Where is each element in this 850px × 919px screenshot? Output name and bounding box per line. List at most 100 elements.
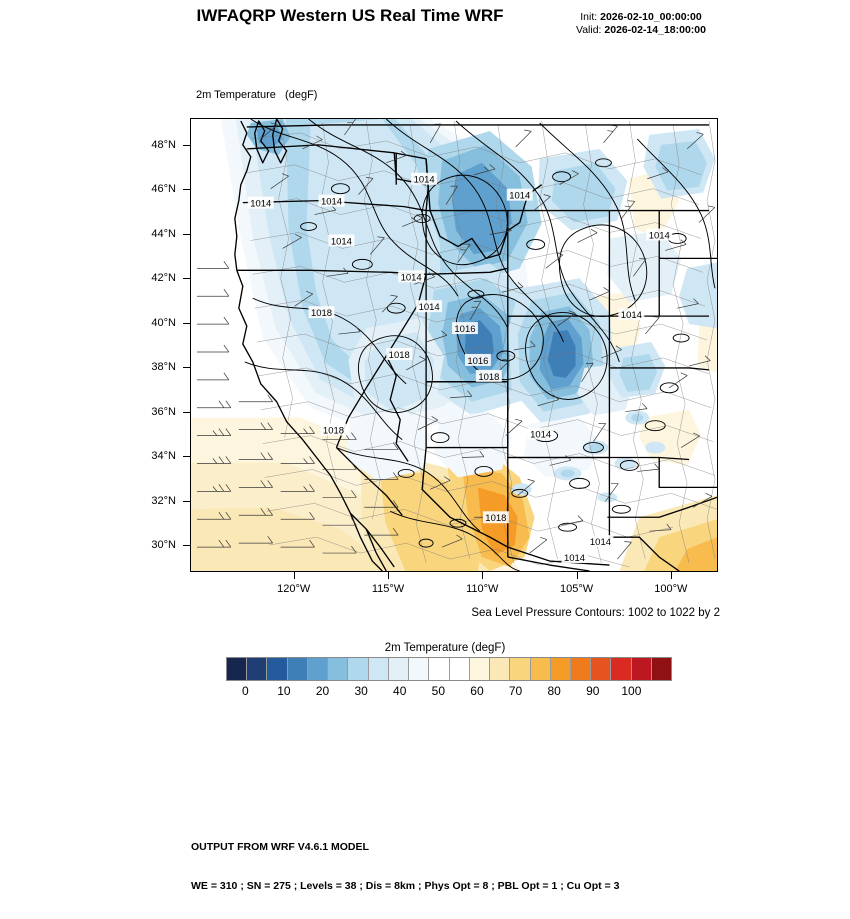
lon-label: 115°W [371,583,405,595]
contour-label: 1018 [482,511,509,524]
colorbar-segment [267,658,288,680]
lat-label: 36°N [151,405,176,418]
svg-text:1018: 1018 [323,426,344,437]
lat-tick [183,144,190,146]
colorbar-segment [591,658,612,680]
county-boundaries [246,120,717,568]
colorbar-segment [307,658,329,680]
svg-text:1014: 1014 [621,310,642,321]
colorbar-segment [429,658,450,680]
colorbar-tick-label: 40 [393,684,407,698]
colorbar-segment [651,658,672,680]
colorbar-segment [570,658,592,680]
lat-label: 42°N [151,272,176,285]
contour-label: 1014 [247,196,274,210]
lat-tick [183,500,190,502]
colorbar-segment [510,658,531,680]
colorbar-segment [631,658,652,680]
colorbar-tick-label: 30 [354,684,368,698]
field-temperature: 2m Temperature (degF) [196,89,318,102]
init-value: 2026-02-10_00:00:00 [600,11,702,23]
contour-label: 1014 [561,551,588,564]
lat-tick [183,278,190,280]
lon-label: 105°W [559,583,594,595]
svg-text:1014: 1014 [649,230,670,241]
contour-label: 1018 [386,347,413,361]
init-line: Init: 2026-02-10_00:00:00 [556,11,726,24]
map-canvas: 1014 1014 1014 1014 1014 1014 1014 1014 … [191,119,717,571]
contour-label: 1014 [646,228,673,241]
colorbar-segment [611,658,632,680]
colorbar-segment [328,658,349,680]
temperature-colorbar [226,657,672,681]
colorbar-segment [469,658,491,680]
svg-text:1016: 1016 [467,356,488,367]
colorbar-tick-label: 70 [508,684,523,698]
map-plot-area: 1014 1014 1014 1014 1014 1014 1014 1014 … [190,118,718,572]
wrf-forecast-page: IWFAQRP Western US Real Time WRF Init: 2… [151,6,726,892]
svg-text:1014: 1014 [419,302,440,313]
svg-text:1014: 1014 [414,175,435,186]
svg-text:1018: 1018 [389,350,410,361]
colorbar-segment [530,658,551,680]
lat-tick [183,189,190,191]
colorbar-tick-label: 0 [241,684,249,698]
contour-label: 1018 [320,423,347,437]
contour-label: 1014 [398,270,425,283]
lat-tick [183,545,190,547]
colorbar-tick-label: 60 [470,684,484,698]
colorbar-segment [227,658,248,680]
lon-tick [670,572,672,579]
svg-text:1014: 1014 [321,197,342,208]
colorbar-tick-label: 20 [315,684,330,698]
contour-label: 1014 [416,300,443,313]
colorbar-tick-label: 10 [277,684,291,698]
land-wind-barbs [260,119,716,560]
lat-label: 38°N [151,361,176,374]
lon-tick [293,572,295,579]
colorbar-segment [409,658,430,680]
init-valid-block: Init: 2026-02-10_00:00:00 Valid: 2026-02… [556,11,726,37]
svg-text:1018: 1018 [311,308,332,319]
svg-text:1014: 1014 [401,272,422,283]
lat-label: 34°N [151,450,176,463]
contour-label: 1014 [587,535,614,548]
wind-barbs-layer [196,119,716,560]
colorbar-segment [449,658,470,680]
contour-label: 1014 [527,427,554,441]
contour-label: 1018 [475,369,502,383]
footer-line-model: OUTPUT FROM WRF V4.6.1 MODEL [191,841,369,853]
ocean-wind-barbs [196,261,399,554]
contour-label: 1014 [411,172,438,186]
contour-label-layer: 1014 1014 1014 1014 1014 1014 1014 1014 … [247,172,673,564]
lat-tick [183,456,190,458]
temperature-shading-layer [191,119,717,571]
colorbar-segment [287,658,308,680]
svg-text:1014: 1014 [590,537,611,548]
colorbar-segment [247,658,268,680]
colorbar-tick-label: 80 [547,684,561,698]
svg-text:1014: 1014 [564,553,585,564]
state-boundaries [234,119,717,571]
contour-label: 1014 [328,234,355,247]
valid-line: Valid: 2026-02-14_18:00:00 [556,24,726,37]
colorbar-tick-labels: 0 10 20 30 40 50 60 70 80 90 100 [226,684,670,702]
colorbar-title: 2m Temperature (degF) [384,642,506,654]
lat-tick [183,322,190,324]
colorbar-segment [388,658,410,680]
colorbar-segment [490,658,511,680]
page-title: IWFAQRP Western US Real Time WRF [196,6,504,25]
model-info-footer: OUTPUT FROM WRF V4.6.1 MODEL WE = 310 ; … [191,815,619,919]
svg-text:1016: 1016 [454,324,475,335]
colorbar-tick-label: 50 [431,684,446,698]
svg-text:1014: 1014 [509,191,530,202]
contour-label: 1018 [308,306,335,319]
lat-label: 44°N [151,227,176,240]
contour-label: 1016 [452,322,478,335]
svg-text:1018: 1018 [485,513,506,524]
contour-label: 1014 [618,308,645,321]
lat-label: 32°N [151,494,176,507]
lat-label: 46°N [151,183,176,196]
lat-tick [183,367,190,369]
valid-label: Valid: [575,24,602,36]
